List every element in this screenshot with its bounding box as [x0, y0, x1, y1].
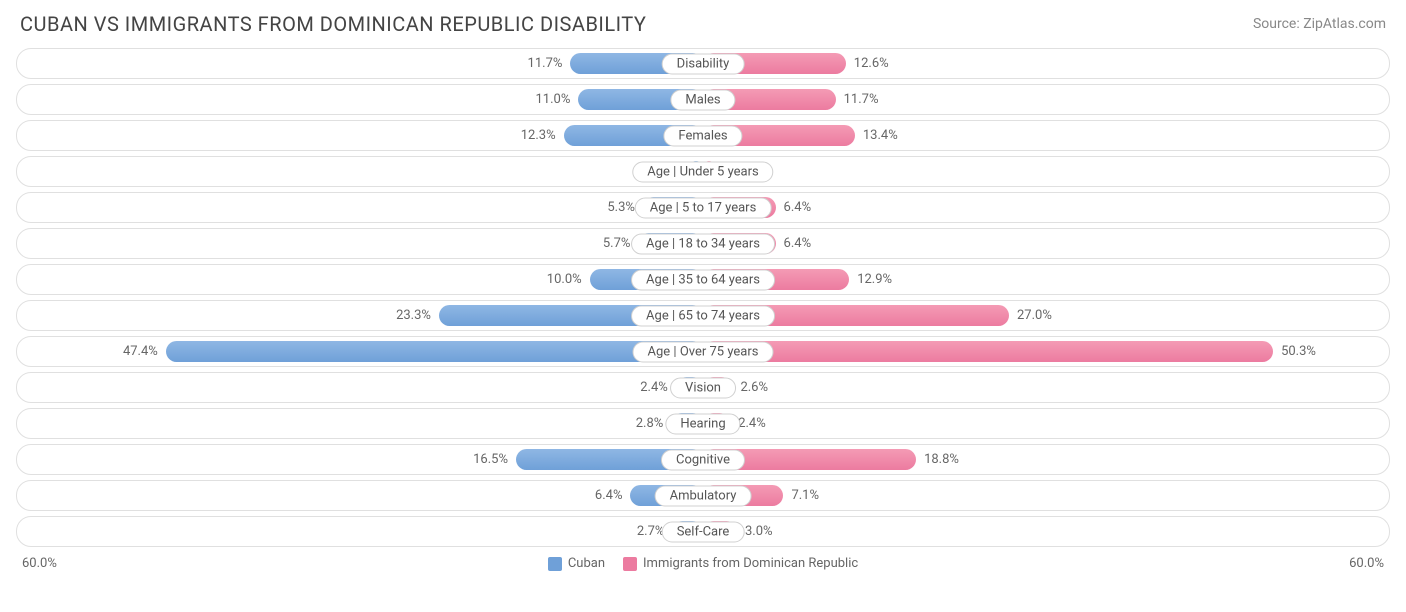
chart-row: 2.8%2.4%Hearing [16, 408, 1390, 439]
axis-max-right: 60.0% [1349, 556, 1384, 571]
chart-row: 11.0% 11.7% Males [16, 84, 1390, 115]
row-category-label: Females [663, 125, 742, 146]
value-label-left: 12.3% [513, 128, 564, 143]
chart-footer: 60.0% Cuban Immigrants from Dominican Re… [0, 552, 1406, 571]
value-label-left: 11.7% [520, 56, 571, 71]
row-category-label: Age | 18 to 34 years [631, 233, 775, 254]
row-category-label: Age | 35 to 64 years [631, 269, 775, 290]
value-label-left: 6.4% [587, 488, 631, 503]
chart-row: 1.2%1.1%Age | Under 5 years [16, 156, 1390, 187]
value-label-right: 27.0% [1009, 308, 1060, 323]
value-label-right: 50.3% [1273, 344, 1324, 359]
chart-row: 5.3%6.4%Age | 5 to 17 years [16, 192, 1390, 223]
bar-right [703, 341, 1273, 362]
row-category-label: Age | Over 75 years [633, 341, 774, 362]
legend-swatch-left [548, 557, 562, 571]
legend-item-left: Cuban [548, 556, 605, 571]
legend-label-right: Immigrants from Dominican Republic [643, 556, 858, 571]
value-label-right: 12.9% [849, 272, 900, 287]
value-label-right: 2.6% [732, 380, 776, 395]
value-label-right: 11.7% [836, 92, 887, 107]
chart-row: 5.7%6.4%Age | 18 to 34 years [16, 228, 1390, 259]
value-label-left: 11.0% [527, 92, 578, 107]
row-category-label: Hearing [665, 413, 740, 434]
row-category-label: Disability [662, 53, 745, 74]
chart-row: 2.7%3.0%Self-Care [16, 516, 1390, 547]
row-category-label: Age | 65 to 74 years [631, 305, 775, 326]
chart-row: 6.4% 7.1% Ambulatory [16, 480, 1390, 511]
chart-row: 10.0% 12.9% Age | 35 to 64 years [16, 264, 1390, 295]
row-category-label: Ambulatory [655, 485, 752, 506]
chart-row: 2.4%2.6%Vision [16, 372, 1390, 403]
value-label-right: 18.8% [916, 452, 967, 467]
bar-left [166, 341, 703, 362]
row-category-label: Age | Under 5 years [632, 161, 773, 182]
value-label-left: 10.0% [539, 272, 590, 287]
chart-row: 16.5% 18.8% Cognitive [16, 444, 1390, 475]
chart-source: Source: ZipAtlas.com [1253, 16, 1386, 32]
value-label-left: 16.5% [465, 452, 516, 467]
legend: Cuban Immigrants from Dominican Republic [548, 556, 858, 571]
value-label-right: 12.6% [846, 56, 897, 71]
row-category-label: Self-Care [662, 521, 745, 542]
value-label-left: 23.3% [388, 308, 439, 323]
value-label-right: 6.4% [776, 236, 820, 251]
value-label-right: 6.4% [776, 200, 820, 215]
chart-row: 47.4% 50.3% Age | Over 75 years [16, 336, 1390, 367]
row-category-label: Age | 5 to 17 years [635, 197, 772, 218]
row-category-label: Cognitive [661, 449, 745, 470]
axis-max-left: 60.0% [22, 556, 57, 571]
row-category-label: Vision [670, 377, 736, 398]
chart-row: 12.3% 13.4% Females [16, 120, 1390, 151]
value-label-right: 7.1% [783, 488, 827, 503]
chart-row: 11.7% 12.6% Disability [16, 48, 1390, 79]
chart-body: 11.7% 12.6% Disability 11.0% 11.7% Males 12.3%… [0, 44, 1406, 547]
legend-label-left: Cuban [568, 556, 605, 571]
chart-header: CUBAN VS IMMIGRANTS FROM DOMINICAN REPUB… [0, 0, 1406, 44]
chart-row: 23.3% 27.0% Age | 65 to 74 years [16, 300, 1390, 331]
legend-item-right: Immigrants from Dominican Republic [623, 556, 858, 571]
legend-swatch-right [623, 557, 637, 571]
row-category-label: Males [670, 89, 735, 110]
value-label-right: 13.4% [855, 128, 906, 143]
chart-title: CUBAN VS IMMIGRANTS FROM DOMINICAN REPUB… [20, 12, 646, 36]
value-label-left: 47.4% [115, 344, 166, 359]
